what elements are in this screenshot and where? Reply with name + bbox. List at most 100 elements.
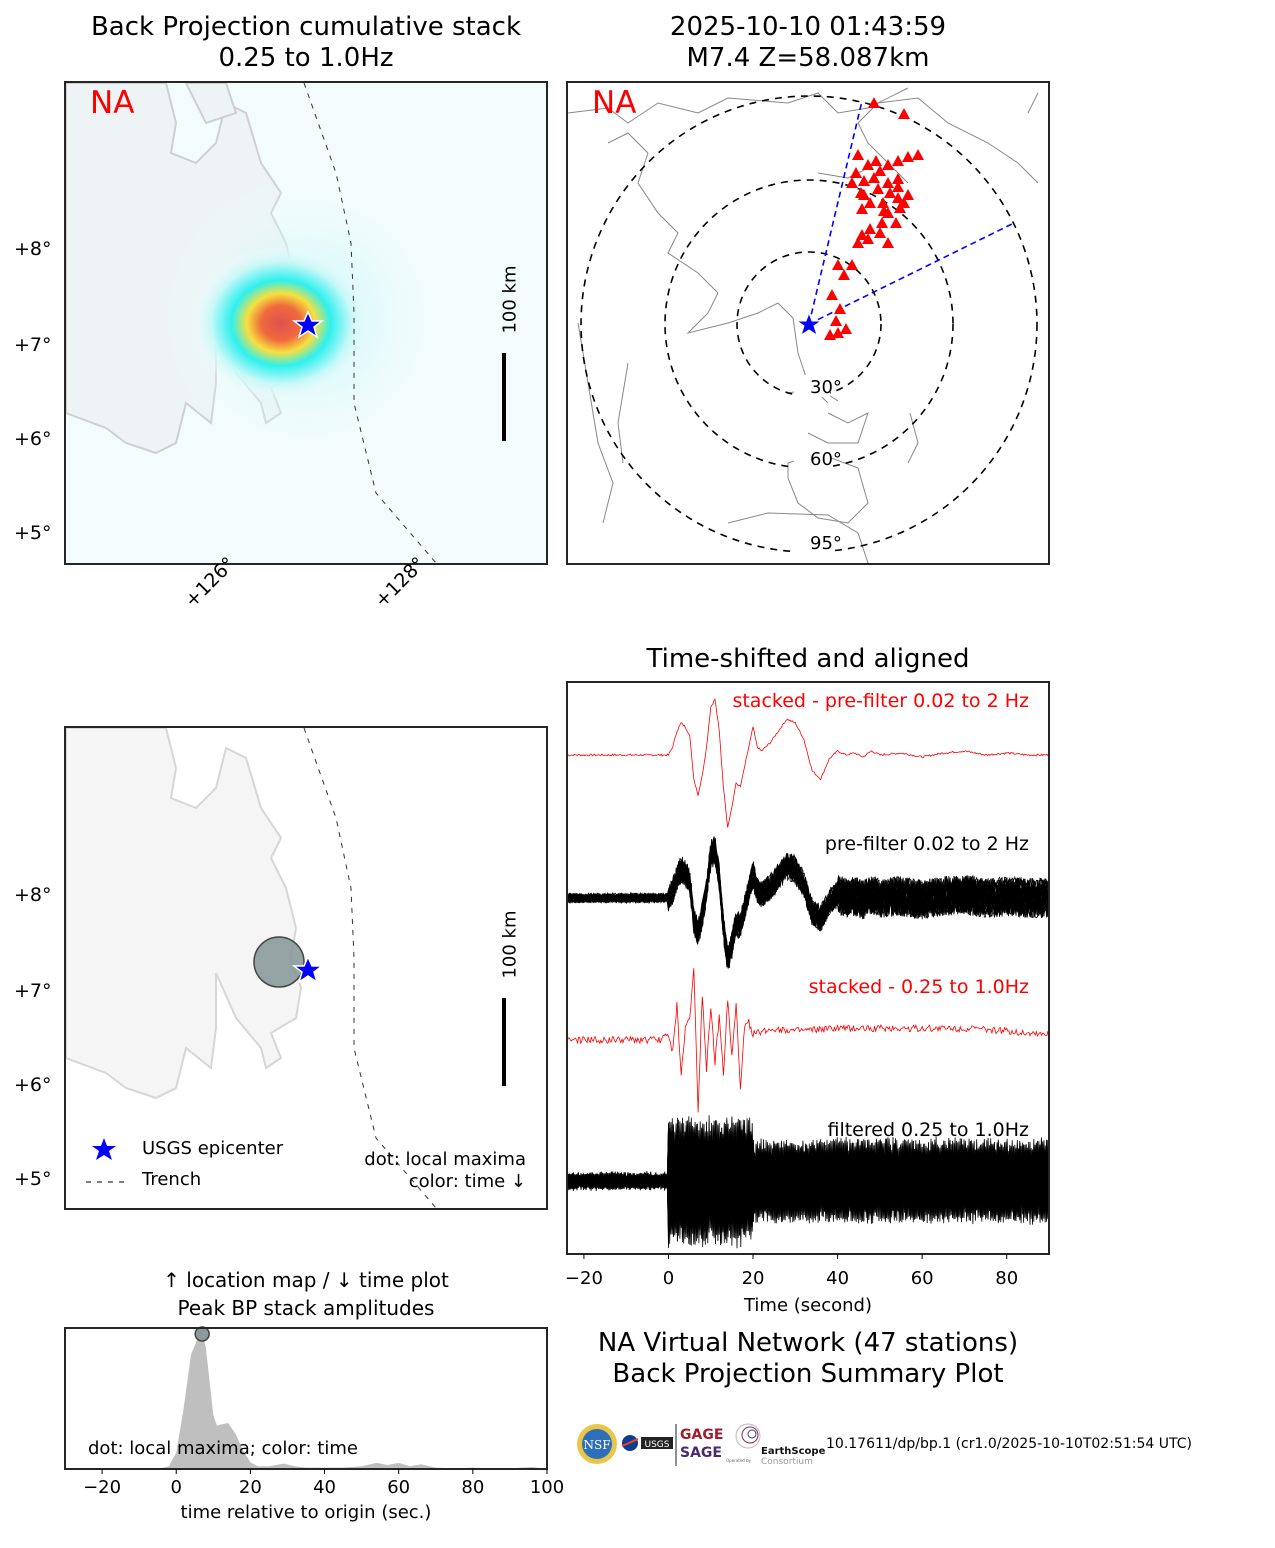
nasa-logo-icon bbox=[621, 1435, 639, 1451]
bp-stack-map-svg bbox=[66, 83, 546, 563]
trace-stacked-prefilter bbox=[566, 698, 1050, 828]
station-triangle bbox=[876, 217, 888, 228]
station-triangle bbox=[846, 177, 858, 188]
lat-tick: +8° bbox=[14, 884, 52, 906]
trace-stacked-filtered bbox=[566, 968, 1050, 1113]
nsf-logo-text: NSF bbox=[583, 1438, 610, 1452]
legend-star-icon bbox=[92, 1138, 116, 1160]
station-triangle bbox=[868, 97, 880, 108]
usgs-epicenter-star bbox=[291, 955, 325, 984]
location-note: dot: local maxima color: time ↓ bbox=[364, 1149, 526, 1193]
usgs-logo-text: USGS bbox=[645, 1440, 670, 1450]
location-note-line1: dot: local maxima bbox=[364, 1149, 526, 1170]
station-triangle bbox=[882, 177, 894, 188]
usgs-logo-icon: USGS bbox=[641, 1437, 673, 1450]
station-triangle bbox=[862, 159, 874, 170]
ring-label-bg bbox=[794, 447, 830, 469]
citation: 10.17611/dp/bp.1 (cr1.0/2025-10-10T02:51… bbox=[826, 1436, 1192, 1452]
gage-logo-text: GAGE bbox=[680, 1427, 723, 1443]
peak-chart-frame bbox=[64, 1327, 548, 1470]
x-tick-label: 100 bbox=[530, 1477, 564, 1498]
x-tick-label: 40 bbox=[826, 1268, 849, 1289]
station-trace-filtered bbox=[566, 1119, 1050, 1249]
land-island-north bbox=[184, 83, 238, 125]
trace-group-prefilter bbox=[566, 836, 1050, 970]
event-datetime: 2025-10-10 01:43:59 bbox=[669, 12, 947, 42]
traces-chart: −20 0 20 40 60 80 Time (second) stacked - pre-… bbox=[560, 676, 1060, 1326]
location-map-svg bbox=[66, 728, 546, 1208]
station-triangle bbox=[878, 205, 890, 216]
azimuth-line-east bbox=[808, 222, 1015, 325]
station-triangle bbox=[862, 233, 874, 244]
station-triangle bbox=[898, 197, 910, 208]
ring-30 bbox=[736, 251, 882, 397]
summary-title: NA Virtual Network (47 stations) Back Pr… bbox=[560, 1328, 1056, 1390]
peak-title-line1: ↑ location map / ↓ time plot bbox=[163, 1268, 449, 1292]
trench-line bbox=[303, 83, 437, 563]
station-triangle bbox=[864, 197, 876, 208]
summary-line2: Back Projection Summary Plot bbox=[612, 1359, 1004, 1389]
station-triangle bbox=[882, 159, 894, 170]
station-triangle bbox=[874, 227, 886, 238]
sage-logo-text: SAGE bbox=[680, 1445, 722, 1461]
ring-label-bg bbox=[794, 375, 830, 397]
x-tick-label: 0 bbox=[171, 1477, 182, 1498]
station-markers bbox=[824, 97, 924, 340]
x-tick-label: 80 bbox=[461, 1477, 484, 1498]
station-triangle bbox=[858, 175, 870, 186]
bp-title-line1: Back Projection cumulative stack bbox=[90, 12, 522, 42]
station-triangle bbox=[868, 172, 880, 183]
local-maxima-dot bbox=[194, 1326, 210, 1342]
station-triangle bbox=[877, 197, 889, 208]
x-tick-label: −20 bbox=[565, 1268, 603, 1289]
station-triangle bbox=[832, 259, 844, 270]
station-triangle bbox=[892, 192, 904, 203]
ring-label-30: 30° bbox=[810, 377, 842, 398]
ring-label-bg bbox=[794, 531, 830, 553]
station-triangle bbox=[892, 173, 904, 184]
x-tick-label: 60 bbox=[911, 1268, 934, 1289]
station-triangle bbox=[858, 189, 870, 200]
x-axis-label: time relative to origin (sec.) bbox=[181, 1502, 432, 1523]
station-triangle bbox=[826, 289, 838, 300]
traces-chart-frame bbox=[566, 681, 1050, 1255]
coastlines bbox=[568, 87, 1039, 563]
station-triangle bbox=[884, 187, 896, 198]
global-map-svg bbox=[568, 87, 1039, 563]
trace-label-filtered: filtered 0.25 to 1.0Hz bbox=[827, 1119, 1029, 1141]
legend-label-trench: Trench bbox=[142, 1169, 202, 1190]
peak-chart-svg: −20 0 20 40 60 80 100 time relative to origin (… bbox=[64, 1326, 564, 1523]
station-triangle bbox=[872, 183, 884, 194]
location-note-line2: color: time ↓ bbox=[408, 1171, 526, 1192]
nsf-logo-icon: NSF bbox=[577, 1424, 617, 1464]
trench-line bbox=[303, 728, 437, 1208]
station-trace-prefilter bbox=[566, 842, 1050, 968]
station-triangle bbox=[838, 269, 850, 280]
x-tick-label: 20 bbox=[742, 1268, 765, 1289]
lat-tick: +7° bbox=[14, 334, 52, 356]
station-triangle bbox=[852, 237, 864, 248]
bp-title-line2: 0.25 to 1.0Hz bbox=[218, 43, 394, 73]
peak-panel-title: ↑ location map / ↓ time plot Peak BP sta… bbox=[56, 1266, 556, 1322]
epicenter-star bbox=[795, 311, 823, 337]
location-map: 100 km USGS epicenter Trench dot: local … bbox=[64, 726, 548, 1210]
x-tick-label: 0 bbox=[663, 1268, 674, 1289]
x-axis-label: Time (second) bbox=[743, 1295, 872, 1316]
scale-label: 100 km bbox=[499, 265, 521, 334]
x-tick-label: 20 bbox=[239, 1477, 262, 1498]
lat-tick: +6° bbox=[14, 428, 52, 450]
station-triangle bbox=[912, 149, 924, 160]
station-triangle bbox=[856, 229, 868, 240]
station-triangle bbox=[892, 155, 904, 166]
usgs-epicenter-star bbox=[291, 310, 325, 339]
station-triangle bbox=[852, 149, 864, 160]
ring-label-60: 60° bbox=[810, 449, 842, 470]
land-mindanao bbox=[66, 728, 303, 1100]
earthscope-logo-icon bbox=[735, 1423, 761, 1449]
station-triangle bbox=[864, 223, 876, 234]
station-triangle bbox=[870, 155, 882, 166]
traces-title: Time-shifted and aligned bbox=[646, 644, 970, 674]
consortium-logo-text: Consortium bbox=[761, 1457, 813, 1467]
x-tick-label: 60 bbox=[387, 1477, 410, 1498]
station-trace-prefilter bbox=[566, 842, 1050, 968]
